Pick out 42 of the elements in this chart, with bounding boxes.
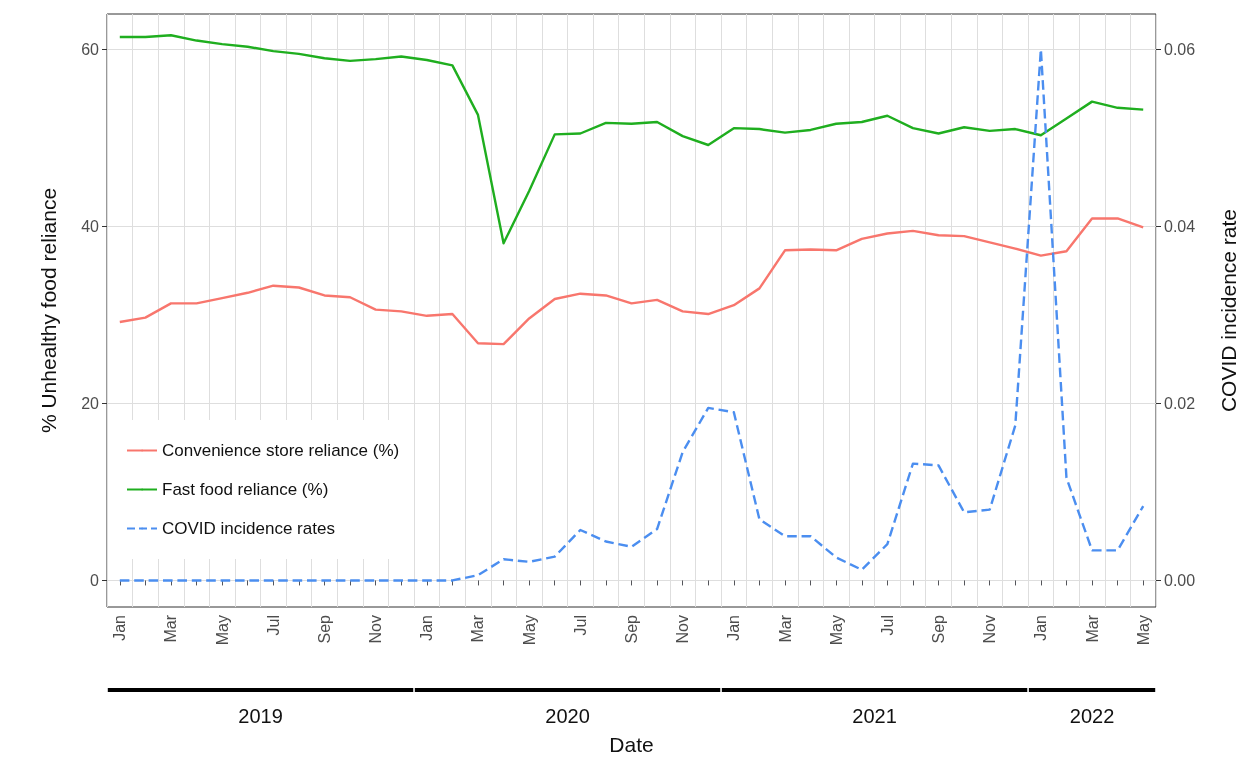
x-axis-title: Date [609, 733, 654, 756]
x-tick-label: Sep [930, 614, 948, 644]
y2-tick-label: 0.02 [1164, 394, 1196, 412]
legend-label: COVID incidence rates [162, 519, 335, 538]
y-tick-label: 40 [81, 217, 100, 235]
x-tick-label: May [213, 615, 231, 646]
y2-tick-label: 0.00 [1164, 571, 1196, 589]
x-tick-label: May [827, 615, 845, 646]
x-tick-label: Mar [776, 614, 794, 643]
x-tick-label: May [1134, 615, 1152, 646]
y-tick-label: 20 [81, 394, 100, 412]
text: 2022 [1069, 705, 1115, 727]
text: 2019 [238, 705, 283, 727]
x-tick-label: Jul [878, 615, 896, 636]
x-tick-label: Jul [571, 615, 589, 636]
x-tick-label: Jan [725, 615, 743, 641]
legend-label: Convenience store reliance (%) [162, 441, 400, 460]
text: 2021 [852, 705, 897, 727]
text: 2020 [545, 705, 590, 727]
x-tick-label: Jan [111, 615, 129, 641]
y2-tick-label: 0.06 [1164, 40, 1196, 58]
x-tick-label: Sep [623, 614, 640, 644]
y-tick-label: 60 [81, 40, 100, 58]
x-tick-label: Jan [1032, 615, 1050, 641]
x-tick-label: Mar [1083, 614, 1101, 643]
line-series [118, 217, 1145, 346]
x-tick-label: Mar [162, 614, 180, 643]
x-tick-label: Sep [315, 614, 333, 644]
x-tick-label: Nov [674, 615, 692, 644]
x-tick-label: May [520, 615, 538, 646]
y2-tick-label: 0.04 [1164, 217, 1196, 235]
line-series [118, 34, 1145, 245]
x-tick-label: Nov [981, 615, 999, 644]
x-tick-label: Nov [367, 615, 385, 644]
x-tick-label: Mar [469, 614, 487, 643]
y-axis-title: % Unhealthy food reliance [37, 187, 60, 434]
x-tick-label: Jan [418, 615, 436, 641]
y2-axis-title: COVID incidence rate [1217, 208, 1240, 413]
legend-label: Fast food reliance (%) [162, 480, 329, 499]
line-series [118, 48, 1145, 582]
y-tick-label: 0 [90, 571, 100, 589]
x-tick-label: Jul [264, 615, 282, 636]
